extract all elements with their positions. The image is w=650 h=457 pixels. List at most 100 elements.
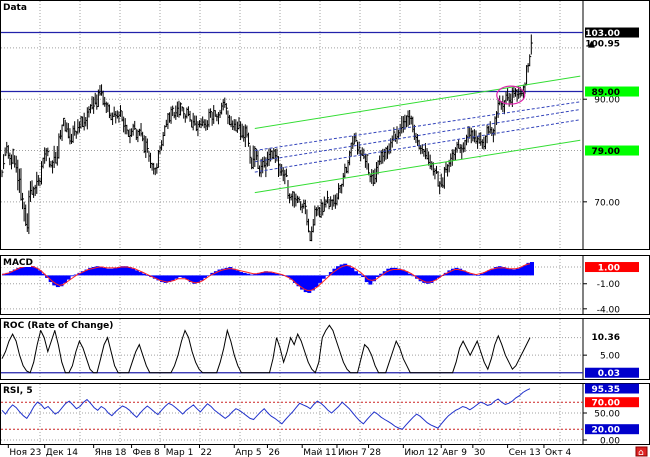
macd-bar	[519, 267, 524, 276]
macd-bar	[310, 275, 315, 291]
macd-bar	[81, 271, 86, 276]
macd-bar	[285, 275, 290, 278]
macd-bar	[354, 271, 358, 276]
macd-bar	[325, 275, 330, 276]
macd-bar	[379, 273, 384, 276]
macd-bar	[84, 269, 89, 276]
macd-bar	[199, 275, 204, 281]
macd-bar	[16, 267, 21, 276]
macd-bar	[486, 270, 491, 276]
macd-bar	[271, 272, 276, 276]
macd-bar	[174, 275, 179, 279]
price-level-tag-label: 79.00	[592, 147, 620, 157]
macd-bar	[167, 275, 172, 283]
macd-bar	[217, 269, 222, 276]
price-level-tag-box	[585, 27, 639, 38]
macd-bar	[497, 266, 502, 276]
price-level-tag-box	[585, 86, 639, 97]
x-tick-label: Май 11	[303, 448, 336, 457]
x-tick-label: Июл 12	[404, 448, 438, 457]
x-tick-label: 28	[370, 448, 382, 457]
macd-bar	[357, 273, 362, 276]
macd-bar	[264, 271, 269, 276]
rsi-title-box	[1, 384, 39, 395]
macd-bar	[526, 262, 531, 276]
macd-bar	[170, 275, 175, 281]
macd-bar	[336, 266, 341, 276]
macd-bar	[260, 272, 265, 276]
rsi-title: RSI, 5	[3, 386, 33, 396]
macd-bar	[109, 268, 114, 276]
macd-bar	[231, 268, 236, 276]
macd-bar	[494, 267, 499, 276]
price-level-tag-box	[585, 145, 639, 156]
x-tick-label: Авг 9	[442, 448, 467, 457]
macd-bar	[235, 270, 240, 276]
macd-bar	[476, 275, 481, 276]
price-tick-label: 90.00	[594, 96, 620, 106]
macd-bar	[447, 270, 452, 276]
price-level-tag-label: 103.00	[585, 29, 620, 39]
macd-bar	[343, 263, 348, 276]
price-title: Data	[3, 3, 27, 13]
macd-bar	[156, 275, 161, 281]
macd-bar	[512, 269, 517, 276]
macd-bar	[228, 267, 233, 276]
close-corner-box[interactable]	[635, 446, 648, 457]
macd-bar	[411, 275, 416, 277]
macd-bar	[433, 275, 438, 281]
macd-bar	[66, 275, 71, 280]
macd-bar	[239, 272, 244, 276]
macd-bar	[138, 272, 143, 276]
x-tick-label: Сен 13	[509, 448, 541, 457]
macd-signal	[1, 263, 531, 291]
macd-bar	[386, 268, 391, 276]
macd-bar	[530, 262, 534, 276]
x-tick-label: Мар 1	[166, 448, 194, 457]
macd-bar	[450, 268, 455, 276]
close-corner-button[interactable]: ⌂	[635, 446, 648, 457]
macd-bar	[48, 275, 53, 283]
rsi-current-tag-label: 95.35	[592, 385, 620, 395]
macd-bar	[461, 270, 466, 276]
macd-bar	[192, 275, 197, 284]
macd-bar	[98, 267, 103, 276]
macd-bar	[37, 270, 42, 276]
price-title-box	[1, 1, 27, 12]
roc-title: ROC (Rate of Change)	[3, 321, 113, 331]
macd-bar	[102, 267, 107, 276]
rsi-ref-tag-high-label: 70.00	[592, 399, 620, 409]
macd-bar	[504, 267, 509, 276]
macd-current-tag-label: 1.00	[598, 264, 620, 274]
macd-bar	[116, 267, 121, 276]
macd-bar	[163, 275, 168, 283]
macd-bar	[188, 275, 193, 283]
macd-bar	[483, 272, 488, 276]
macd-bar	[454, 267, 459, 276]
highlight-ellipse	[496, 85, 526, 105]
rsi-tick-label: 0.00	[600, 437, 620, 447]
macd-bar	[458, 268, 463, 276]
price-bars	[1, 34, 533, 242]
x-tick-label: 30	[474, 448, 486, 457]
macd-bar	[224, 267, 229, 276]
macd-bar	[253, 273, 258, 276]
price-current-tag-label: 100.95	[585, 40, 620, 50]
macd-bar	[468, 273, 473, 276]
rsi-tick-label: 50.00	[594, 410, 620, 420]
macd-bar	[501, 267, 506, 276]
price-axis: 70.00 90.00 103.00 89.00 79.00 100.95▲	[583, 27, 639, 208]
macd-bar	[145, 275, 150, 276]
price-current-tag-box	[585, 38, 639, 49]
macd-bar	[274, 273, 279, 276]
macd-title: MACD	[3, 258, 33, 268]
macd-bar	[522, 265, 527, 276]
macd-bar	[397, 268, 402, 276]
macd-bar	[339, 264, 344, 276]
roc-current-tag-box	[585, 331, 639, 342]
close-corner-icon[interactable]: ⌂	[638, 448, 644, 457]
macd-bar	[181, 275, 186, 278]
roc-axis: 10.36 5.00 0.03	[583, 331, 639, 379]
